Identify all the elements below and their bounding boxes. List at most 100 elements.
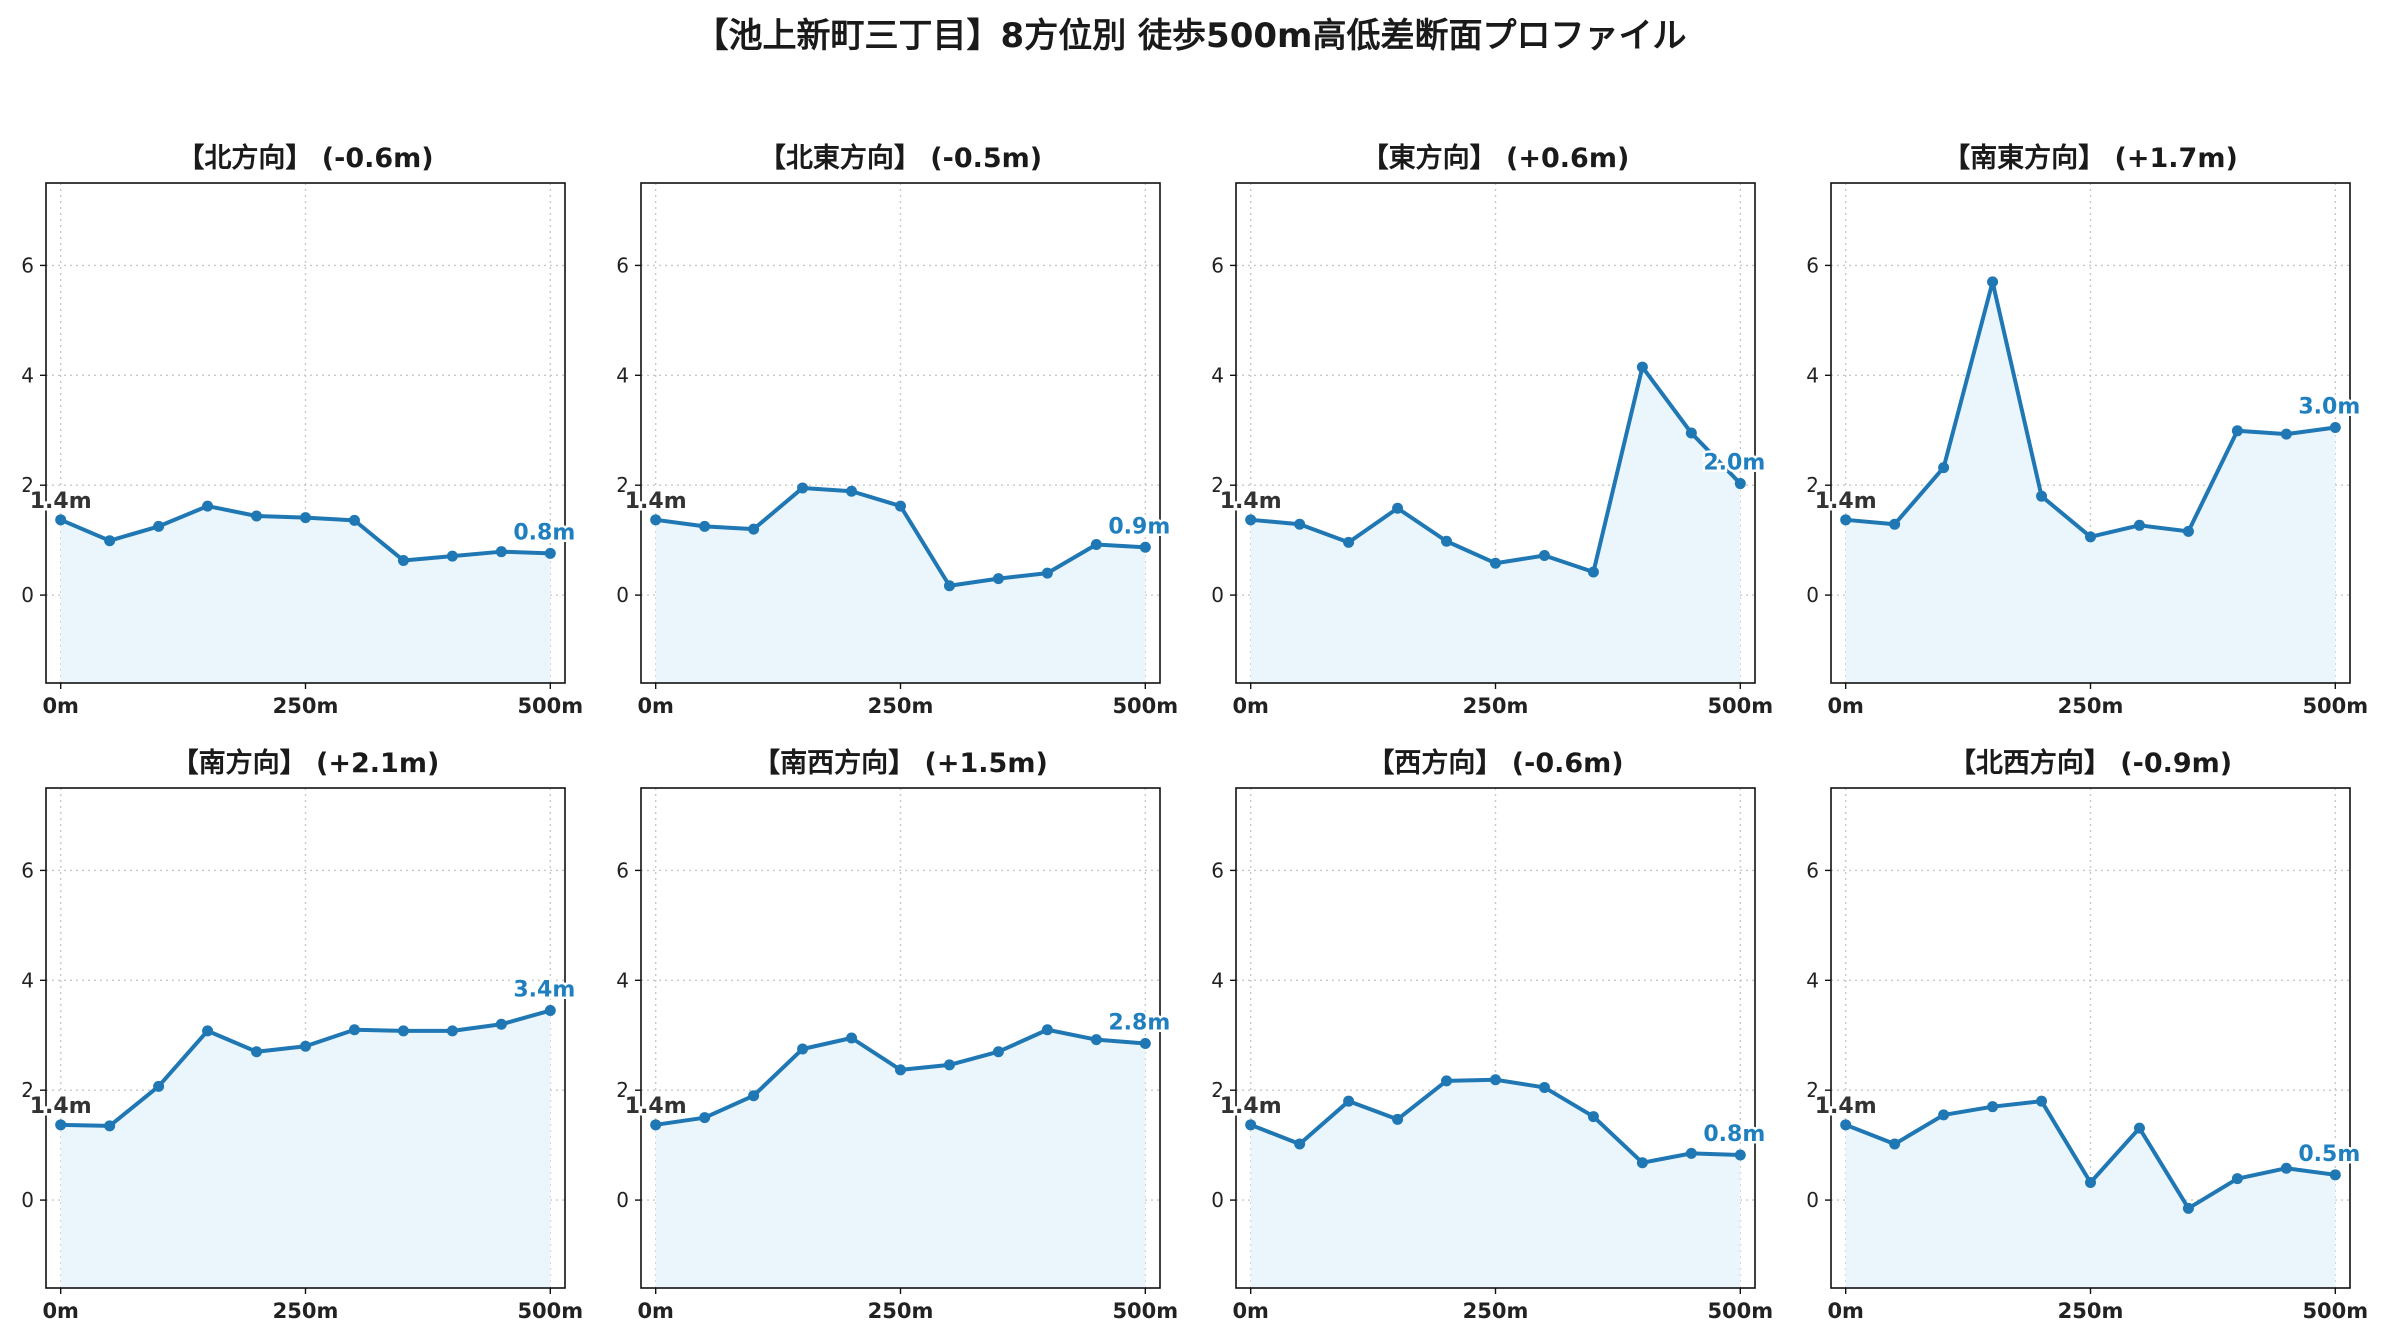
end-value-label: 2.0m — [1703, 451, 1765, 476]
data-point — [544, 547, 556, 559]
data-point — [348, 1024, 360, 1036]
x-tick-label: 0m — [637, 694, 674, 718]
x-tick-label: 0m — [42, 1299, 79, 1323]
data-point — [544, 1005, 556, 1017]
x-tick-label: 250m — [868, 694, 934, 718]
data-point — [846, 1032, 858, 1044]
data-point — [2133, 519, 2145, 531]
y-tick-label: 2 — [1806, 473, 1819, 497]
panel-title: 【西方向】 (-0.6m) — [1367, 747, 1623, 779]
data-point — [992, 573, 1004, 585]
data-point — [1938, 1109, 1950, 1121]
y-tick-label: 4 — [616, 363, 629, 387]
data-point — [748, 1090, 760, 1102]
y-tick-label: 0 — [1211, 1188, 1224, 1212]
data-point — [1090, 539, 1102, 551]
data-point — [348, 514, 360, 526]
panel-title: 【北西方向】 (-0.9m) — [1949, 747, 2232, 779]
data-point — [1734, 478, 1746, 490]
data-point — [1090, 1034, 1102, 1046]
y-tick-label: 6 — [1806, 253, 1819, 277]
data-point — [55, 514, 67, 526]
y-tick-label: 2 — [21, 473, 34, 497]
data-point — [1889, 518, 1901, 530]
data-point — [251, 1046, 263, 1058]
data-point — [1245, 514, 1257, 526]
data-point — [300, 1040, 311, 1052]
data-point — [1889, 1138, 1901, 1150]
data-point — [1987, 276, 1999, 288]
data-point — [1636, 1157, 1648, 1169]
data-point — [1538, 1081, 1550, 1093]
data-point — [1392, 1113, 1404, 1125]
area-fill — [1845, 281, 2336, 683]
start-value-label: 1.4m — [1815, 489, 1877, 514]
panel-6: 【南西方向】 (+1.5m) 0 2 4 6 0m 250m 500m 1.4m 2.8m — [616, 747, 1178, 1323]
data-point — [699, 1112, 711, 1124]
y-tick-label: 2 — [21, 1078, 34, 1102]
data-point — [846, 485, 858, 497]
start-value-label: 1.4m — [30, 1094, 92, 1119]
y-tick-label: 6 — [1211, 858, 1224, 882]
data-point — [300, 512, 311, 524]
data-point — [2182, 525, 2194, 537]
y-tick-label: 6 — [1211, 253, 1224, 277]
data-point — [1343, 1095, 1355, 1107]
data-point — [1041, 567, 1053, 579]
start-value-label: 1.4m — [625, 489, 687, 514]
area-fill — [655, 487, 1146, 683]
data-point — [2280, 1162, 2292, 1174]
data-point — [1538, 550, 1550, 562]
x-tick-label: 250m — [868, 1299, 934, 1323]
data-point — [153, 520, 165, 532]
data-point — [895, 500, 906, 512]
data-point — [1041, 1024, 1053, 1036]
data-point — [153, 1080, 165, 1092]
x-tick-label: 0m — [42, 694, 79, 718]
data-point — [2036, 1095, 2048, 1107]
data-point — [2133, 1122, 2145, 1134]
y-tick-label: 4 — [1211, 363, 1224, 387]
panel-1: 【北方向】 (-0.6m) 0 2 4 6 0m 250m 500m 1.4m 0.8m — [21, 142, 583, 718]
y-tick-label: 2 — [1806, 1078, 1819, 1102]
y-tick-label: 4 — [21, 968, 34, 992]
panel-7: 【西方向】 (-0.6m) 0 2 4 6 0m 250m 500m 1.4m 0.8m — [1211, 747, 1773, 1323]
start-value-label: 1.4m — [30, 489, 92, 514]
x-tick-label: 0m — [637, 1299, 674, 1323]
y-tick-label: 0 — [21, 583, 34, 607]
data-point — [1490, 557, 1501, 569]
panel-3: 【東方向】 (+0.6m) 0 2 4 6 0m 250m 500m 1.4m 2.0m — [1211, 142, 1773, 718]
y-tick-label: 0 — [1211, 583, 1224, 607]
area-fill — [1250, 1079, 1741, 1288]
data-point — [202, 1025, 214, 1037]
data-point — [1636, 361, 1648, 373]
data-point — [1987, 1101, 1999, 1113]
data-point — [1343, 536, 1355, 548]
panel-title: 【東方向】 (+0.6m) — [1362, 142, 1630, 174]
data-point — [104, 535, 116, 547]
panel-2: 【北東方向】 (-0.5m) 0 2 4 6 0m 250m 500m 1.4m 0.9m — [616, 142, 1178, 718]
data-point — [1245, 1119, 1257, 1131]
data-point — [1441, 535, 1453, 547]
data-point — [943, 1059, 955, 1071]
panel-title: 【北方向】 (-0.6m) — [177, 142, 433, 174]
data-point — [2231, 425, 2243, 437]
end-value-label: 3.4m — [513, 978, 575, 1003]
y-tick-label: 4 — [21, 363, 34, 387]
panel-8: 【北西方向】 (-0.9m) 0 2 4 6 0m 250m 500m 1.4m 0.5m — [1806, 747, 2368, 1323]
area-fill — [1845, 1101, 2336, 1288]
x-tick-label: 250m — [2058, 694, 2124, 718]
data-point — [1587, 1111, 1599, 1123]
x-tick-label: 500m — [517, 1299, 583, 1323]
data-point — [943, 580, 955, 592]
y-tick-label: 2 — [616, 1078, 629, 1102]
x-tick-label: 0m — [1232, 694, 1269, 718]
data-point — [1685, 427, 1697, 439]
data-point — [992, 1046, 1004, 1058]
x-tick-label: 500m — [2302, 1299, 2368, 1323]
y-tick-label: 0 — [616, 1188, 629, 1212]
panel-4: 【南東方向】 (+1.7m) 0 2 4 6 0m 250m 500m 1.4m 3.0m — [1806, 142, 2368, 718]
x-tick-label: 500m — [2302, 694, 2368, 718]
y-tick-label: 2 — [616, 473, 629, 497]
data-point — [446, 550, 458, 562]
